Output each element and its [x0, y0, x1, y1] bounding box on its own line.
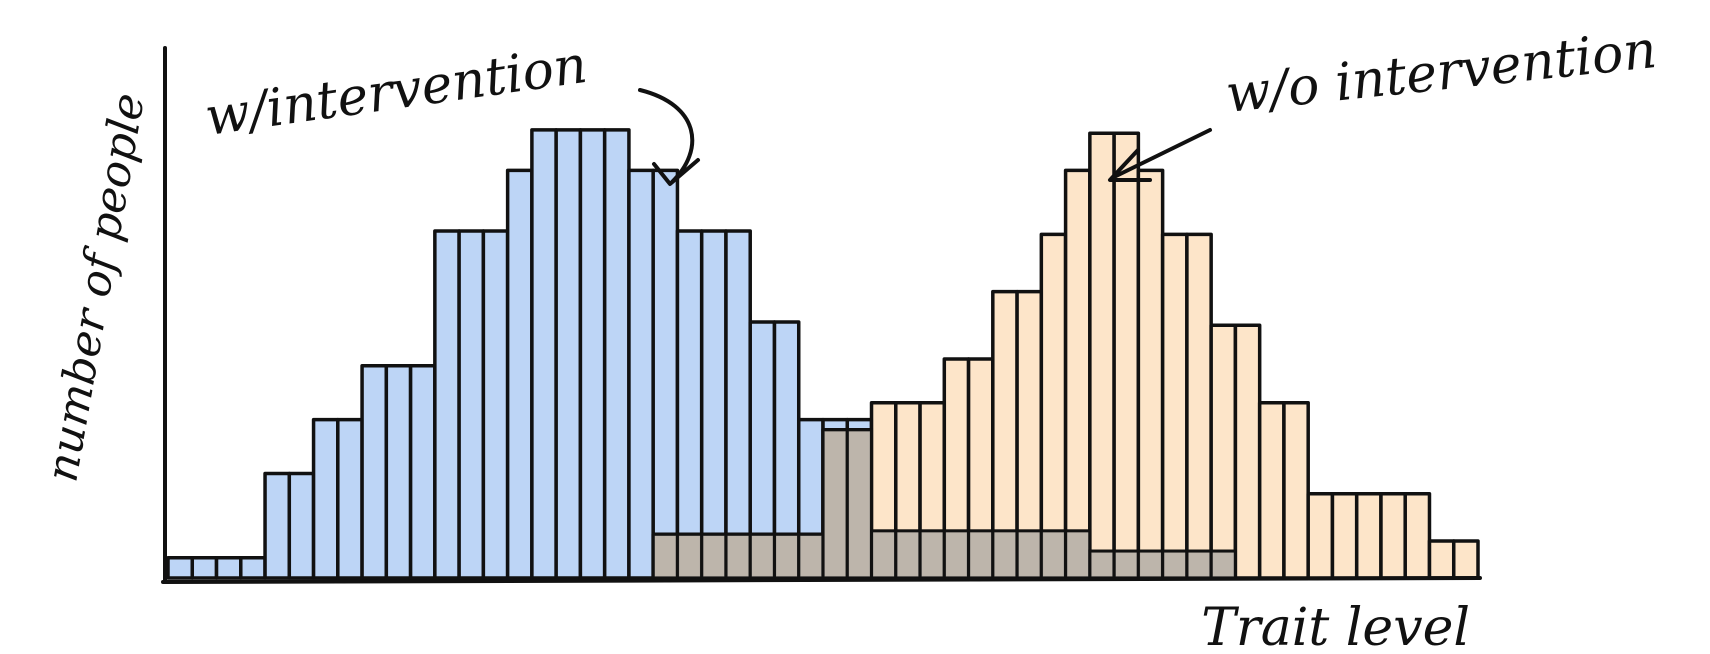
bar-wo-intervention	[1209, 323, 1238, 580]
arrow-wo-intervention	[1110, 128, 1212, 180]
bar-w-intervention	[190, 556, 219, 580]
overlap-bar	[870, 529, 898, 580]
bar-wo-intervention	[1282, 401, 1310, 580]
overlap-bar	[918, 529, 946, 580]
overlap-bar	[1161, 549, 1189, 580]
overlap-bar	[821, 428, 849, 580]
overlap-bar	[700, 532, 728, 580]
overlap-bar	[1015, 529, 1043, 580]
bar-w-intervention	[287, 471, 316, 580]
overlap-bar	[651, 532, 679, 580]
bar-w-intervention	[214, 556, 243, 580]
overlap-bar	[991, 529, 1019, 580]
overlap-bar	[1088, 549, 1116, 580]
bar-wo-intervention	[1451, 539, 1480, 580]
overlap-bar	[1112, 549, 1140, 580]
overlap-bar	[967, 529, 995, 580]
bar-wo-intervention	[1185, 232, 1213, 580]
bar-w-intervention	[554, 128, 583, 580]
bar-w-intervention	[481, 229, 510, 580]
x-axis-label: Trait level	[1201, 598, 1470, 654]
overlap-bar	[1209, 549, 1237, 580]
bar-w-intervention	[457, 229, 486, 580]
annotation-wo-intervention: w/o intervention	[1223, 20, 1659, 125]
bar-w-intervention	[166, 556, 195, 580]
bar-w-intervention	[530, 128, 558, 580]
bar-wo-intervention	[1112, 131, 1141, 580]
bar-w-intervention	[578, 128, 607, 580]
overlap-bar	[797, 532, 825, 580]
bar-wo-intervention	[1039, 232, 1068, 580]
bar-wo-intervention	[1063, 168, 1092, 580]
overlap-bar	[942, 529, 971, 580]
bar-w-intervention	[505, 168, 534, 580]
bar-wo-intervention	[1306, 492, 1335, 580]
bar-w-intervention	[433, 229, 461, 580]
bar-w-intervention	[724, 229, 752, 580]
bar-w-intervention	[384, 363, 413, 580]
overlap-region	[651, 428, 1237, 580]
arrowhead-w-intervention	[652, 158, 700, 186]
bar-w-intervention	[263, 471, 292, 580]
arrowhead-wo-intervention	[1108, 148, 1152, 182]
overlap-bar	[1064, 529, 1092, 580]
bar-w-intervention	[239, 556, 267, 580]
overlap-bar	[772, 532, 801, 580]
bar-w-intervention	[699, 229, 728, 580]
bar-wo-intervention	[1427, 539, 1456, 580]
bar-wo-intervention	[1160, 232, 1189, 580]
overlap-bar	[1039, 529, 1068, 580]
arrow-w-intervention	[638, 88, 695, 184]
bar-w-intervention	[651, 168, 680, 580]
bar-wo-intervention	[1257, 401, 1286, 580]
bar-w-intervention	[311, 417, 340, 580]
bar-wo-intervention	[1354, 492, 1383, 580]
overlap-bar	[675, 532, 704, 580]
y-axis-label: number of people	[36, 89, 155, 485]
bar-wo-intervention	[1403, 492, 1432, 580]
bar-wo-intervention	[1136, 168, 1165, 580]
overlap-bar	[1136, 549, 1165, 580]
bar-w-intervention	[336, 417, 364, 580]
bar-w-intervention	[675, 229, 704, 580]
bar-wo-intervention	[1330, 492, 1359, 580]
bar-w-intervention	[360, 363, 389, 580]
bar-wo-intervention	[1088, 131, 1116, 580]
overlap-bar	[1185, 549, 1213, 580]
bar-wo-intervention	[1379, 492, 1407, 580]
x-axis	[161, 576, 1482, 584]
overlap-bar	[845, 428, 874, 580]
overlap-bar	[894, 529, 922, 580]
bar-w-intervention	[408, 363, 437, 580]
bar-w-intervention	[602, 128, 631, 580]
overlap-bar	[748, 532, 776, 580]
bar-wo-intervention	[1233, 323, 1262, 580]
bar-w-intervention	[627, 168, 655, 580]
overlap-bar	[724, 532, 752, 580]
